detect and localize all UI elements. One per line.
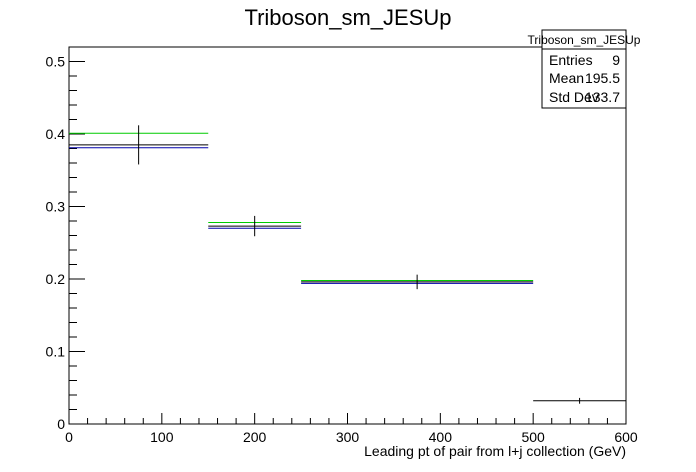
y-tick-label: 0.2 bbox=[46, 271, 66, 287]
histogram-series bbox=[69, 125, 626, 404]
x-axis-label: Leading pt of pair from l+j collection (… bbox=[364, 443, 626, 459]
stats-stddev-label: Std Dev bbox=[549, 89, 599, 105]
x-tick-label: 600 bbox=[614, 429, 638, 445]
x-tick-label: 500 bbox=[521, 429, 545, 445]
x-tick-label: 200 bbox=[243, 429, 267, 445]
histogram-series bbox=[69, 147, 534, 284]
x-axis: 0 100 200 300 400 500 600 bbox=[65, 413, 638, 445]
stats-stddev-value: 133.7 bbox=[585, 89, 620, 105]
y-tick-label: 0 bbox=[57, 416, 65, 432]
x-tick-label: 0 bbox=[65, 429, 73, 445]
x-tick-label: 100 bbox=[150, 429, 174, 445]
stats-box: Triboson_sm_JESUp Entries 9 Mean 195.5 S… bbox=[528, 29, 641, 109]
series-layer bbox=[69, 125, 626, 404]
stats-entries-value: 9 bbox=[612, 52, 620, 68]
stats-entries-label: Entries bbox=[549, 52, 593, 68]
y-tick-label: 0.3 bbox=[46, 199, 66, 215]
y-axis: 0 0.1 0.2 0.3 0.4 0.5 bbox=[46, 46, 85, 432]
x-tick-label: 400 bbox=[429, 429, 453, 445]
y-tick-label: 0.1 bbox=[46, 344, 66, 360]
chart-title: Triboson_sm_JESUp bbox=[244, 5, 451, 30]
y-tick-label: 0.4 bbox=[46, 126, 66, 142]
x-tick-label: 300 bbox=[336, 429, 360, 445]
stats-mean-value: 195.5 bbox=[585, 70, 620, 86]
stats-box-title: Triboson_sm_JESUp bbox=[528, 33, 641, 47]
y-tick-label: 0.5 bbox=[46, 54, 66, 70]
stats-mean-label: Mean bbox=[549, 70, 584, 86]
